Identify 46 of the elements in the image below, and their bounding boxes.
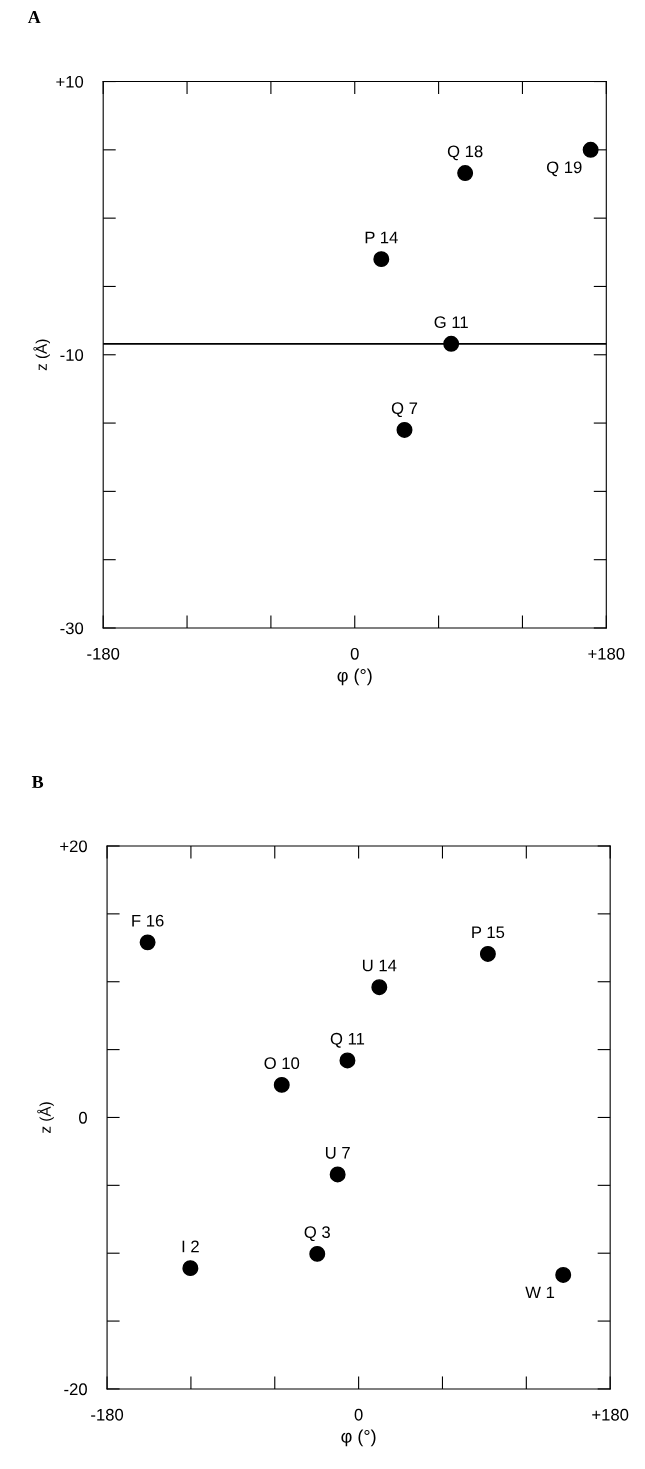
chart-title: A (27, 11, 41, 24)
annotation: Q 7 (391, 402, 418, 418)
x-tick-label: +180 (588, 647, 625, 660)
annotation: I 2 (182, 1240, 199, 1253)
point (182, 1260, 199, 1277)
annotation: U 7 (325, 1147, 350, 1159)
annotation: Q 3 (304, 1226, 330, 1242)
x-tick-label: 0 (354, 1408, 363, 1421)
y-tick-label: +20 (60, 840, 87, 853)
y-axis-title: z (Å) (33, 339, 50, 371)
annotation: P 14 (365, 231, 398, 244)
point (457, 165, 474, 182)
x-tick-label: +180 (592, 1408, 629, 1421)
y-tick-label: -30 (60, 622, 84, 635)
annotation: Q 18 (447, 145, 483, 161)
point (582, 141, 599, 158)
y-tick-label: -10 (60, 349, 84, 361)
point (443, 335, 460, 352)
chart-title: B (31, 776, 44, 788)
annotation: Q 19 (546, 161, 582, 177)
point (339, 1052, 356, 1069)
point (373, 251, 390, 268)
point (273, 1076, 290, 1093)
y-tick-label: +10 (56, 75, 84, 88)
annotation: G 11 (434, 316, 468, 329)
y-tick-label: -20 (64, 1383, 87, 1396)
point (309, 1245, 326, 1262)
point (479, 945, 496, 962)
x-axis-title: φ (°) (337, 668, 372, 686)
point (329, 1166, 346, 1183)
annotation: U 14 (362, 959, 397, 972)
x-axis-title: φ (°) (341, 1429, 376, 1447)
annotation: O 10 (264, 1057, 300, 1070)
annotation: W 1 (525, 1286, 555, 1299)
point (371, 979, 388, 996)
annotation: P 15 (472, 926, 505, 939)
x-tick-label: -180 (91, 1408, 124, 1421)
y-tick-label: 0 (79, 1111, 87, 1124)
point (396, 421, 413, 438)
x-tick-label: -180 (87, 647, 120, 660)
point (555, 1266, 572, 1283)
annotation: Q 11 (330, 1032, 365, 1048)
point (139, 934, 156, 951)
annotation: F 16 (132, 914, 164, 927)
x-tick-label: 0 (350, 647, 359, 660)
y-axis-title: z (Å) (37, 1102, 54, 1133)
